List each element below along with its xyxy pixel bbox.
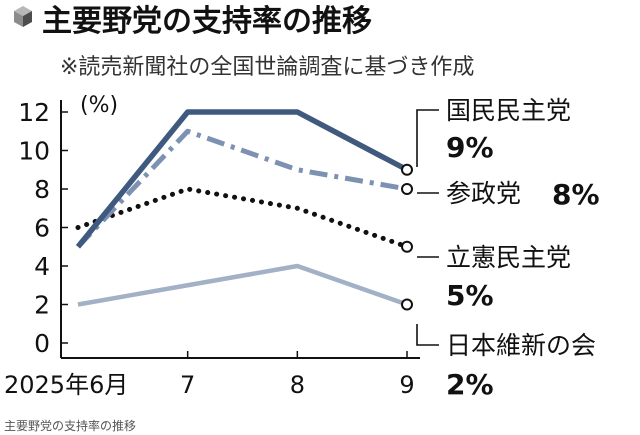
y-tick-label: 4 (34, 252, 50, 281)
y-tick-label: 10 (18, 137, 50, 166)
leader-line (416, 109, 439, 167)
chart-title: 主要野党の支持率の推移 (42, 4, 372, 39)
end-point-marker (401, 183, 413, 195)
legend-name-ishin: 日本維新の会 (446, 331, 596, 360)
y-unit-label: (%) (80, 93, 118, 118)
series-line-2 (75, 186, 410, 250)
y-tick-label: 0 (34, 329, 50, 358)
legend-name-dpp: 国民民主党 (446, 96, 571, 125)
y-tick-label: 8 (34, 175, 50, 204)
x-tick-label: 8 (290, 371, 305, 399)
legend-value-sanseito: 8% (552, 178, 600, 211)
end-point-marker (401, 163, 413, 176)
legend-name-cdp: 立憲民主党 (446, 243, 571, 272)
x-tick-label: 2025年6月 (4, 371, 128, 399)
cube-icon (14, 6, 32, 27)
image-caption: 主要野党の支持率の推移 (4, 418, 136, 433)
end-marker-group (401, 163, 413, 311)
leader-lines (416, 109, 439, 346)
legend-value-ishin: 2% (446, 368, 494, 401)
y-tick-label: 12 (18, 98, 50, 127)
x-tick-label: 7 (180, 371, 195, 399)
legend-value-cdp: 5% (446, 279, 494, 312)
x-tick-label: 9 (399, 371, 414, 399)
series-group (75, 109, 410, 307)
x-tick-group: 2025年6月 7 8 9 (4, 351, 415, 399)
series-line-3 (77, 263, 408, 307)
y-tick-group: 0 2 4 6 8 10 12 (18, 98, 68, 358)
legend-value-dpp: 9% (446, 131, 494, 164)
legend-name-sanseito: 参政党 (446, 179, 521, 208)
y-tick-label: 2 (34, 291, 50, 320)
end-point-marker (401, 240, 413, 253)
leader-line (416, 324, 439, 346)
series-line-1 (76, 128, 408, 249)
series-line-0 (75, 109, 409, 249)
end-point-marker (401, 298, 413, 311)
chart-subtitle: ※読売新聞社の全国世論調査に基づき作成 (60, 55, 474, 80)
y-tick-label: 6 (34, 214, 50, 243)
